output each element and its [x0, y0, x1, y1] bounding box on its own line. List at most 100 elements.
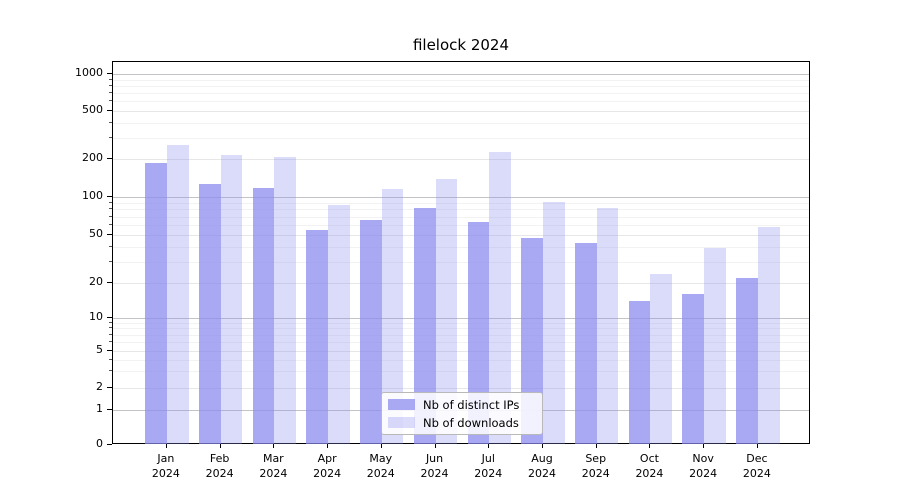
y-minor-tick-mark	[108, 100, 112, 102]
grid-line	[113, 110, 809, 112]
grid-line-minor	[113, 209, 809, 211]
y-minor-tick-mark	[108, 136, 112, 138]
grid-line-minor	[113, 216, 809, 218]
grid-line-minor	[113, 371, 809, 373]
x-tick-label: Jul 2024	[474, 452, 503, 480]
x-tick-mark	[649, 444, 651, 448]
y-minor-tick-mark	[108, 208, 112, 210]
x-tick-mark	[756, 444, 758, 448]
y-tick-label: 1000	[75, 66, 103, 80]
legend-item-downloads: Nb of downloads	[388, 415, 536, 431]
bar-downloads-apr	[328, 205, 350, 445]
grid-line-minor	[113, 225, 809, 226]
y-minor-tick-mark	[108, 341, 112, 343]
y-tick-label: 500	[82, 102, 103, 116]
bar-distinct-ips-jun	[413, 207, 436, 445]
y-tick-label: 5	[96, 343, 103, 356]
grid-line	[113, 387, 809, 389]
y-tick-label: 200	[82, 151, 103, 165]
legend-swatch-downloads	[388, 417, 415, 428]
y-tick-mark	[106, 73, 112, 75]
x-tick-mark	[434, 444, 436, 448]
grid-line	[113, 74, 809, 76]
x-tick-mark	[327, 444, 329, 448]
x-tick-label: Mar 2024	[259, 452, 288, 480]
y-tick-mark	[106, 408, 112, 410]
y-tick-mark	[106, 350, 112, 351]
grid-line	[113, 235, 809, 236]
grid-line-minor	[113, 101, 809, 103]
bar-downloads-jun	[435, 178, 458, 445]
bar-distinct-ips-sep	[575, 242, 597, 445]
y-tick-mark	[106, 234, 112, 235]
y-tick-mark	[106, 443, 112, 445]
bar-downloads-nov	[704, 248, 726, 445]
x-tick-mark	[541, 444, 543, 448]
x-tick-label: Oct 2024	[635, 452, 664, 480]
y-minor-tick-mark	[108, 321, 112, 323]
grid-line	[113, 197, 809, 198]
grid-line	[113, 317, 809, 319]
grid-line-minor	[113, 137, 809, 139]
bar-distinct-ips-apr	[306, 229, 329, 445]
grid-line-minor	[113, 122, 809, 124]
y-tick-label: 1	[96, 401, 103, 415]
grid-line-minor	[113, 359, 809, 361]
y-minor-tick-mark	[108, 327, 112, 329]
y-tick-mark	[106, 386, 112, 388]
bar-distinct-ips-mar	[252, 187, 275, 445]
grid-line-minor	[113, 202, 809, 204]
bar-downloads-mar	[274, 157, 297, 445]
y-minor-tick-mark	[108, 121, 112, 123]
x-tick-label: Sep 2024	[581, 452, 610, 480]
y-tick-mark	[106, 158, 112, 160]
bar-downloads-feb	[220, 155, 243, 445]
grid-line-minor	[113, 322, 809, 324]
x-tick-mark	[165, 444, 167, 448]
y-minor-tick-mark	[108, 224, 112, 225]
y-minor-tick-mark	[108, 333, 112, 335]
y-minor-tick-mark	[108, 85, 112, 87]
x-tick-label: Apr 2024	[313, 452, 342, 480]
y-tick-label: 50	[89, 227, 103, 240]
y-minor-tick-mark	[108, 92, 112, 94]
grid-line-minor	[113, 334, 809, 336]
y-tick-label: 10	[89, 309, 103, 323]
bar-downloads-oct	[650, 273, 673, 445]
bar-distinct-ips-feb	[198, 184, 221, 445]
y-minor-tick-mark	[108, 358, 112, 360]
y-tick-mark	[106, 282, 112, 284]
y-minor-tick-mark	[108, 78, 112, 80]
bar-distinct-ips-oct	[628, 301, 651, 445]
grid-line-minor	[113, 261, 809, 263]
legend-item-distinct-ips: Nb of distinct IPs	[388, 397, 536, 413]
x-tick-label: Nov 2024	[689, 452, 718, 480]
x-tick-label: Dec 2024	[742, 452, 771, 480]
grid-line	[113, 159, 809, 161]
y-minor-tick-mark	[108, 201, 112, 203]
grid-line-minor	[113, 328, 809, 330]
bar-downloads-sep	[596, 207, 619, 445]
y-tick-mark	[106, 316, 112, 318]
x-tick-label: Jun 2024	[420, 452, 449, 480]
grid-line-minor	[113, 342, 809, 344]
x-tick-mark	[273, 444, 275, 448]
chart-title: filelock 2024	[412, 36, 510, 54]
x-tick-mark	[595, 444, 597, 448]
y-minor-tick-mark	[108, 215, 112, 217]
bar-downloads-dec	[757, 226, 780, 445]
y-minor-tick-mark	[108, 260, 112, 262]
x-tick-label: Jan 2024	[151, 452, 180, 480]
y-minor-tick-mark	[108, 370, 112, 372]
bar-distinct-ips-nov	[682, 294, 705, 445]
grid-line	[113, 283, 809, 285]
x-tick-label: Feb 2024	[205, 452, 234, 480]
bar-downloads-aug	[542, 202, 565, 445]
bar-downloads-may	[381, 189, 404, 445]
x-tick-label: Aug 2024	[527, 452, 556, 480]
grid-line-minor	[113, 93, 809, 95]
legend-label-downloads: Nb of downloads	[423, 415, 519, 430]
plot-area: Nb of distinct IPs Nb of downloads	[112, 61, 810, 445]
y-tick-mark	[106, 196, 112, 197]
